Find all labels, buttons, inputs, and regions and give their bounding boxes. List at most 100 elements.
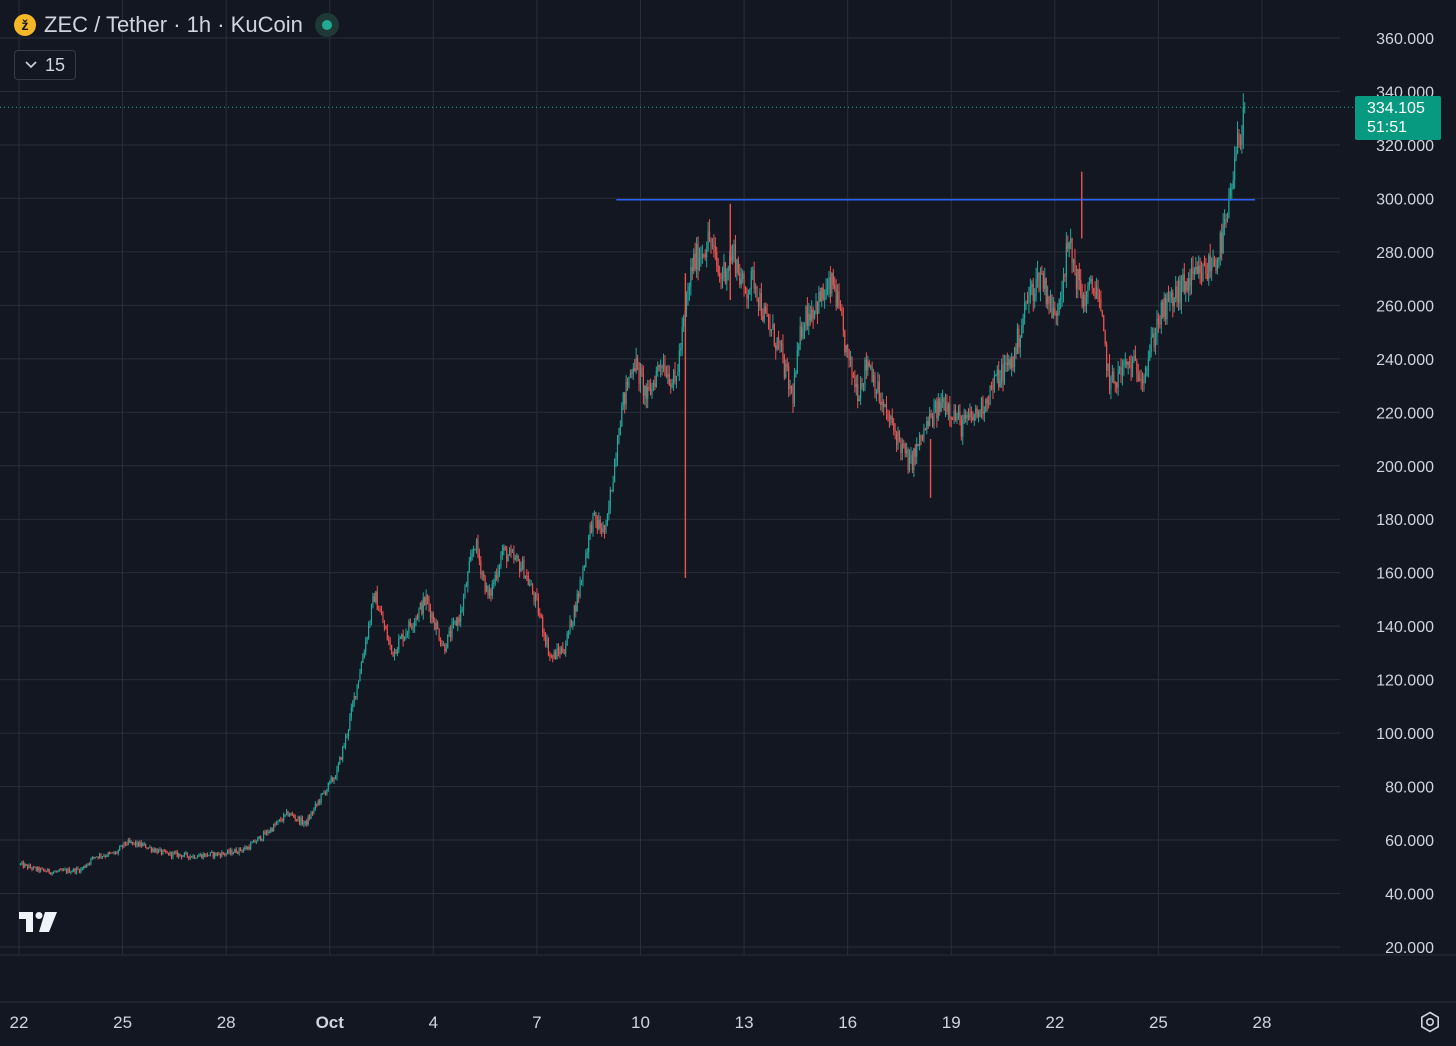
symbol-title[interactable]: ZEC / Tether · 1h · KuCoin [44, 12, 303, 37]
candle-body [730, 256, 732, 261]
candle-body [63, 869, 65, 871]
candle-body [651, 384, 653, 395]
candle-body [1100, 299, 1102, 311]
candle-body [346, 736, 348, 738]
candle-body [274, 824, 276, 826]
candle-body [24, 864, 26, 868]
candle-body [583, 566, 585, 568]
candle-body [146, 847, 148, 849]
candle-body [1199, 265, 1201, 273]
candle-body [1057, 312, 1059, 316]
candle-body [903, 443, 905, 445]
candle-body [1205, 264, 1207, 274]
candle-body [216, 853, 219, 856]
candle-body [1176, 286, 1178, 302]
candle-body [1058, 299, 1060, 313]
candle-body [937, 399, 939, 419]
candle-body [648, 386, 650, 389]
candle-body [1124, 361, 1126, 363]
candle-body [622, 392, 624, 406]
y-tick-label: 180.000 [1376, 512, 1434, 529]
candle-body [1147, 359, 1149, 368]
x-tick-label: 19 [942, 1013, 961, 1032]
tradingview-logo-icon[interactable] [19, 910, 63, 941]
candle-body [894, 429, 896, 432]
candle-body [841, 308, 843, 316]
candle-body [1241, 136, 1243, 145]
candle-body [419, 603, 421, 609]
candles [19, 93, 1246, 876]
candle-body [1192, 267, 1194, 275]
candle-body [389, 641, 391, 645]
candle-body [855, 383, 857, 388]
candle-body [1065, 243, 1067, 277]
candle-body [952, 419, 954, 421]
candle-body [556, 648, 558, 659]
market-status-indicator[interactable] [314, 13, 339, 37]
candle-body [238, 847, 240, 854]
candle-body [38, 867, 40, 872]
candle-body [697, 244, 699, 271]
y-tick-label: 40.000 [1385, 887, 1434, 904]
candle-body [582, 567, 584, 580]
candle-body [533, 593, 535, 602]
candle-body [1087, 285, 1089, 298]
candle-body [516, 556, 518, 558]
candle-body [635, 357, 637, 372]
candle-body [523, 559, 525, 579]
chart-settings-button[interactable] [1418, 1010, 1442, 1034]
candle-body [792, 391, 794, 404]
candle-body [421, 603, 423, 614]
candle-body [530, 584, 532, 586]
candle-body [352, 702, 354, 708]
x-tick-label: 4 [429, 1013, 438, 1032]
candle-body [819, 291, 821, 302]
y-tick-label: 320.000 [1376, 138, 1434, 155]
candle-body [828, 277, 830, 287]
candle-body [775, 345, 777, 350]
candle-body [877, 381, 879, 392]
candle-body [28, 865, 30, 869]
candle-body [838, 291, 840, 307]
candle-body [796, 350, 798, 374]
y-tick-label: 200.000 [1376, 459, 1434, 476]
candle-body [344, 736, 347, 746]
candle-body [1213, 259, 1216, 266]
candle-body [1054, 307, 1056, 314]
candle-body [959, 411, 961, 417]
candle-body [750, 270, 752, 290]
candle-body [529, 584, 531, 586]
candle-body [96, 856, 98, 858]
candle-body [134, 842, 137, 846]
candle-body [1028, 295, 1030, 303]
candle-body [1157, 318, 1159, 323]
candle-body [498, 566, 501, 572]
y-tick-label: 280.000 [1376, 245, 1434, 262]
candle-body [129, 840, 131, 843]
candle-body [356, 684, 358, 698]
indicator-collapse-button[interactable]: 15 [14, 50, 77, 80]
candle-body [949, 404, 951, 418]
candle-body [86, 865, 88, 868]
candle-body [940, 402, 942, 412]
candle-body [1035, 278, 1037, 294]
candle-body [1156, 318, 1158, 337]
candle-body [719, 273, 721, 276]
candle-body [674, 370, 676, 381]
candle-body [896, 431, 898, 446]
candle-body [353, 696, 355, 703]
candle-body [526, 575, 528, 577]
candle-body [140, 842, 142, 847]
x-tick-label: 28 [1253, 1013, 1272, 1032]
candle-body [290, 813, 292, 816]
candle-body [316, 803, 318, 805]
candle-body [113, 852, 115, 854]
candle-body [926, 420, 928, 430]
candle-body [975, 408, 977, 414]
candle-body [491, 583, 493, 596]
candle-body [752, 270, 754, 272]
candle-body [383, 623, 385, 627]
candle-body [565, 645, 567, 654]
candle-body [933, 407, 935, 427]
